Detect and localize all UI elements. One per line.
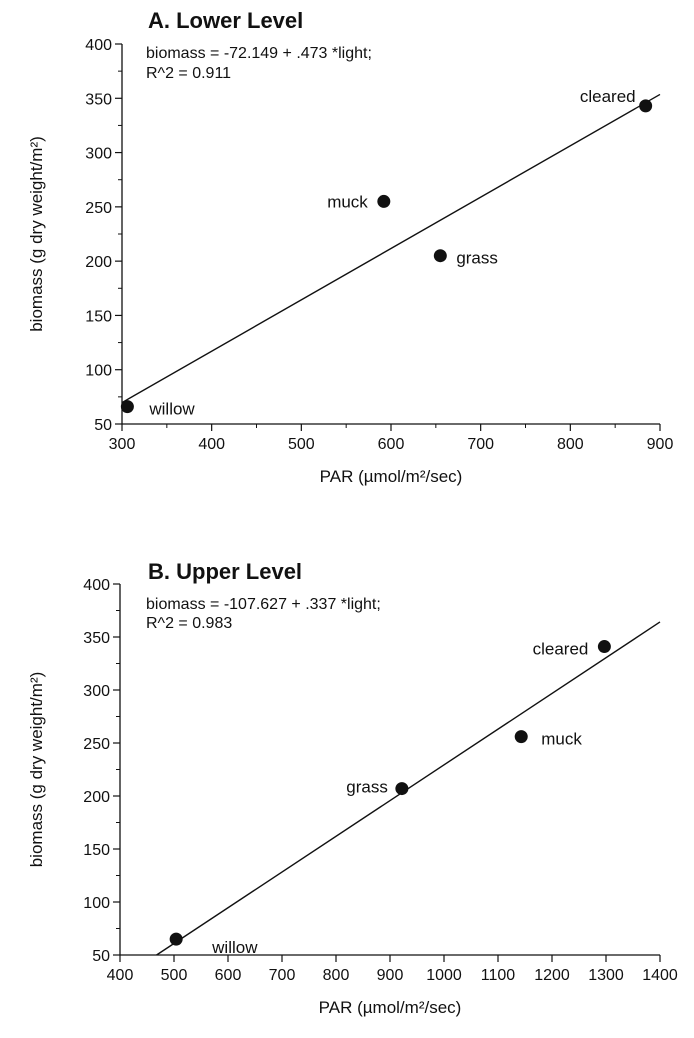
y-tick-label: 50 <box>94 417 112 434</box>
chart-upper-level-svg: B. Upper Level biomass = -107.627 + .337 … <box>27 559 678 1017</box>
y-tick-label: 350 <box>85 91 112 108</box>
data-point-label-cleared: cleared <box>580 87 636 106</box>
y-tick-label: 400 <box>83 577 110 594</box>
data-point-grass <box>433 249 447 263</box>
data-point-label-willow: willow <box>148 400 195 419</box>
x-tick-label: 600 <box>215 967 242 984</box>
y-tick-label: 250 <box>85 200 112 217</box>
x-tick-label: 1200 <box>534 967 570 984</box>
x-tick-label: 700 <box>269 967 296 984</box>
chart-lower-level-svg: A. Lower Level biomass = -72.149 + .473 *… <box>27 8 674 486</box>
y-tick-label: 400 <box>85 37 112 54</box>
data-point-label-muck: muck <box>327 192 368 211</box>
chart-upper-level: B. Upper Level biomass = -107.627 + .337 … <box>0 519 694 1038</box>
data-point-label-willow: willow <box>211 938 258 957</box>
y-tick-label: 300 <box>85 146 112 163</box>
x-tick-label: 800 <box>323 967 350 984</box>
x-tick-label: 700 <box>467 436 494 453</box>
data-point-cleared <box>639 99 653 113</box>
data-point-muck <box>514 730 528 744</box>
data-point-label-grass: grass <box>346 778 388 797</box>
x-tick-label: 900 <box>647 436 674 453</box>
chart-title: A. Lower Level <box>148 8 303 33</box>
data-point-cleared <box>597 640 611 654</box>
regression-equation: biomass = -107.627 + .337 *light; <box>146 596 381 613</box>
y-tick-label: 250 <box>83 736 110 753</box>
x-axis-title: PAR (µmol/m²/sec) <box>320 467 463 486</box>
y-tick-label: 100 <box>83 895 110 912</box>
regression-equation: biomass = -72.149 + .473 *light; <box>146 45 372 62</box>
r-squared-label: R^2 = 0.983 <box>146 615 232 632</box>
data-point-label-grass: grass <box>456 249 498 268</box>
x-tick-label: 500 <box>288 436 315 453</box>
y-tick-label: 150 <box>83 842 110 859</box>
y-tick-label: 200 <box>85 254 112 271</box>
y-tick-label: 300 <box>83 683 110 700</box>
y-tick-label: 200 <box>83 789 110 806</box>
x-tick-label: 900 <box>377 967 404 984</box>
y-axis-title: biomass (g dry weight/m²) <box>27 672 46 868</box>
data-point-willow <box>120 400 134 414</box>
data-point-grass <box>395 782 409 796</box>
y-tick-label: 150 <box>85 308 112 325</box>
data-point-muck <box>377 194 391 208</box>
y-tick-label: 350 <box>83 630 110 647</box>
y-tick-label: 100 <box>85 363 112 380</box>
x-tick-label: 1100 <box>481 967 516 984</box>
x-tick-label: 600 <box>378 436 405 453</box>
data-point-label-muck: muck <box>541 730 582 749</box>
x-tick-label: 800 <box>557 436 584 453</box>
x-tick-label: 400 <box>107 967 134 984</box>
data-point-label-cleared: cleared <box>533 640 589 659</box>
x-axis-title: PAR (µmol/m²/sec) <box>319 998 462 1017</box>
data-point-willow <box>169 932 183 946</box>
x-tick-label: 1000 <box>426 967 462 984</box>
r-squared-label: R^2 = 0.911 <box>146 65 231 82</box>
regression-line <box>121 93 661 404</box>
x-tick-label: 500 <box>161 967 188 984</box>
y-tick-label: 50 <box>92 948 110 965</box>
x-tick-label: 1400 <box>642 967 678 984</box>
y-axis-title: biomass (g dry weight/m²) <box>27 136 46 332</box>
x-tick-label: 400 <box>198 436 225 453</box>
chart-lower-level: A. Lower Level biomass = -72.149 + .473 *… <box>27 8 674 486</box>
x-tick-label: 1300 <box>588 967 624 984</box>
x-tick-label: 300 <box>109 436 136 453</box>
chart-title: B. Upper Level <box>148 559 302 584</box>
